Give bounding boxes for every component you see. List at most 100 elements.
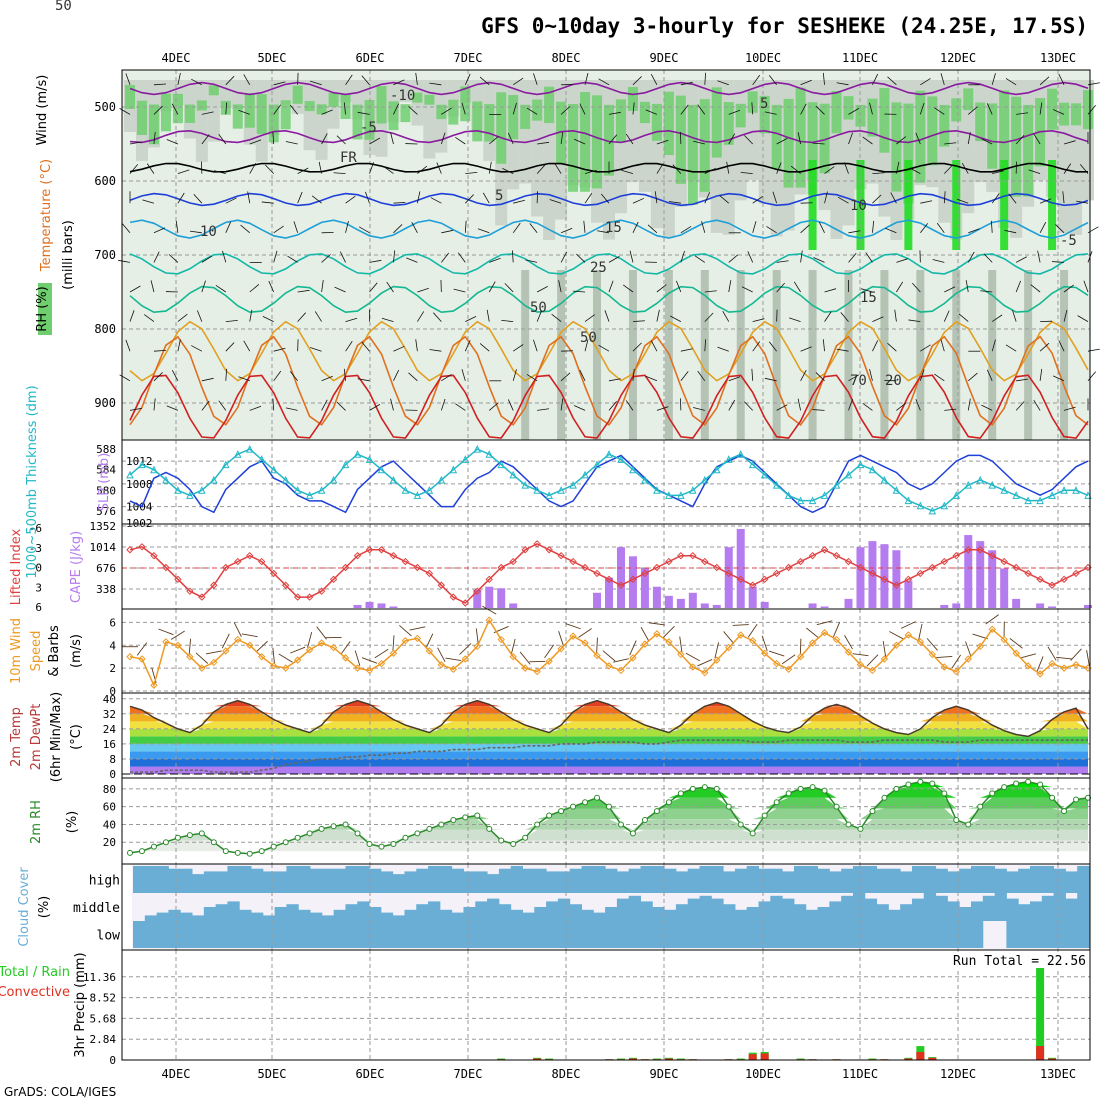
- rh-band: [448, 99, 459, 125]
- rh2m-band: [130, 787, 1088, 798]
- cape-bar: [1012, 598, 1021, 608]
- wind-barb: [406, 257, 418, 263]
- wind-barb: [728, 254, 739, 263]
- wind-barb: [1039, 342, 1050, 352]
- cloud-middle-bar: [251, 912, 264, 921]
- rh2m-line-point: [546, 812, 553, 819]
- wind-speed-line-point: [509, 653, 517, 661]
- cloud-low-bar: [227, 921, 240, 948]
- lifted-index-line-point: [545, 546, 553, 554]
- y-axis-label-precip: 3hr Precip (mm): [73, 952, 88, 1057]
- wind-barb: [461, 369, 466, 381]
- cloud-middle-bar: [935, 895, 948, 921]
- wind-barb-10m: [662, 625, 675, 638]
- wind-barb: [991, 193, 1000, 204]
- thickness-line-point: [437, 475, 446, 484]
- cloud-high-bar: [428, 866, 441, 893]
- wind-barb: [339, 251, 346, 263]
- x-tick-label-bottom: 5DEC: [258, 1067, 287, 1081]
- wind-barb: [632, 320, 645, 322]
- wind-barb: [247, 191, 251, 204]
- cape-bar: [748, 586, 757, 608]
- wind-barb: [991, 339, 996, 352]
- wind-barb: [225, 197, 237, 204]
- wind-speed-line-point: [1036, 670, 1044, 678]
- cloud-high-bar: [616, 871, 630, 893]
- wind-barb-10m: [889, 631, 904, 640]
- cloud-low-bar: [1053, 921, 1066, 948]
- rh2m-line-point: [474, 812, 481, 819]
- cloud-low-bar: [770, 921, 783, 948]
- wind-speed-line-point: [856, 661, 865, 669]
- cloud-middle-bar: [1065, 898, 1078, 921]
- wind-speed-line-point: [353, 664, 362, 672]
- wind-barb: [1063, 309, 1068, 322]
- rh-band: [819, 103, 830, 174]
- wind-barb: [218, 400, 227, 411]
- thickness-line-point: [605, 450, 613, 458]
- wind-speed-line-point: [928, 650, 937, 659]
- wind-barb: [936, 222, 945, 234]
- rh-band: [627, 87, 638, 111]
- wind-barb-10m: [832, 622, 841, 638]
- lifted-index-line-point: [725, 569, 733, 578]
- cloud-middle-bar: [321, 915, 335, 921]
- cape-bar: [712, 604, 721, 608]
- wind-speed-line-point: [713, 656, 721, 664]
- cloud-middle-bar: [793, 904, 807, 921]
- wind-barb: [919, 102, 925, 115]
- wind-barb: [526, 374, 538, 382]
- wind-barb: [862, 136, 873, 145]
- wind-barb: [824, 191, 828, 204]
- wind-speed-line-point: [413, 634, 422, 643]
- wind-barb: [1052, 261, 1065, 263]
- wind-barb: [119, 108, 131, 115]
- thickness-line-point: [760, 470, 769, 479]
- wind-barb: [836, 82, 849, 86]
- wind-barb: [728, 376, 741, 382]
- wind-barb-10m: [445, 657, 462, 661]
- thickness-line-point: [341, 460, 350, 469]
- rh2m-line-point: [138, 848, 145, 855]
- wind-barb: [967, 132, 971, 145]
- cloud-middle-bar: [451, 912, 464, 921]
- cloud-middle-bar: [900, 904, 913, 921]
- rh-band: [340, 94, 351, 119]
- thickness-line-point: [724, 455, 733, 463]
- wind-speed-line-point: [772, 659, 781, 668]
- cloud-middle-bar: [310, 912, 323, 921]
- wind-barb: [1062, 191, 1065, 204]
- wind-barb: [488, 135, 499, 145]
- wind-speed-line-point: [210, 658, 218, 667]
- cloud-high-bar: [310, 868, 323, 893]
- wind-barb: [747, 251, 754, 263]
- cloud-middle-bar: [864, 898, 878, 921]
- cape-bar: [353, 604, 362, 608]
- rh2m-line-point: [677, 790, 684, 797]
- lifted-index-line-point: [713, 563, 721, 572]
- rh2m-line-point: [929, 780, 936, 787]
- wind-barb: [675, 280, 682, 293]
- wind-barb: [632, 76, 642, 86]
- wind-barb: [238, 109, 250, 115]
- thickness-line-point: [677, 491, 685, 499]
- wind-barb: [647, 224, 658, 234]
- lifted-index-line-point: [629, 575, 637, 584]
- wind-barb-10m: [640, 626, 650, 642]
- rh-band: [927, 96, 938, 166]
- cloud-low-bar: [782, 921, 795, 948]
- cloud-middle-bar: [569, 904, 582, 921]
- thickness-line-point: [485, 450, 494, 458]
- wind-barb-10m: [425, 633, 434, 649]
- cloud-middle-bar: [734, 909, 748, 921]
- y-axis-label-pressure: (milli bars): [61, 220, 76, 290]
- lifted-index-line-point: [928, 563, 937, 572]
- cloud-middle-bar: [439, 909, 453, 921]
- lifted-index-line-point: [138, 543, 146, 551]
- contour-label: 15: [860, 290, 877, 306]
- cape-bar: [509, 603, 518, 608]
- wind-barb-10m: [1047, 646, 1057, 661]
- y-axis-label-pct: (%): [65, 811, 80, 834]
- lifted-index-line-point: [748, 581, 757, 589]
- thickness-line-point: [293, 486, 302, 494]
